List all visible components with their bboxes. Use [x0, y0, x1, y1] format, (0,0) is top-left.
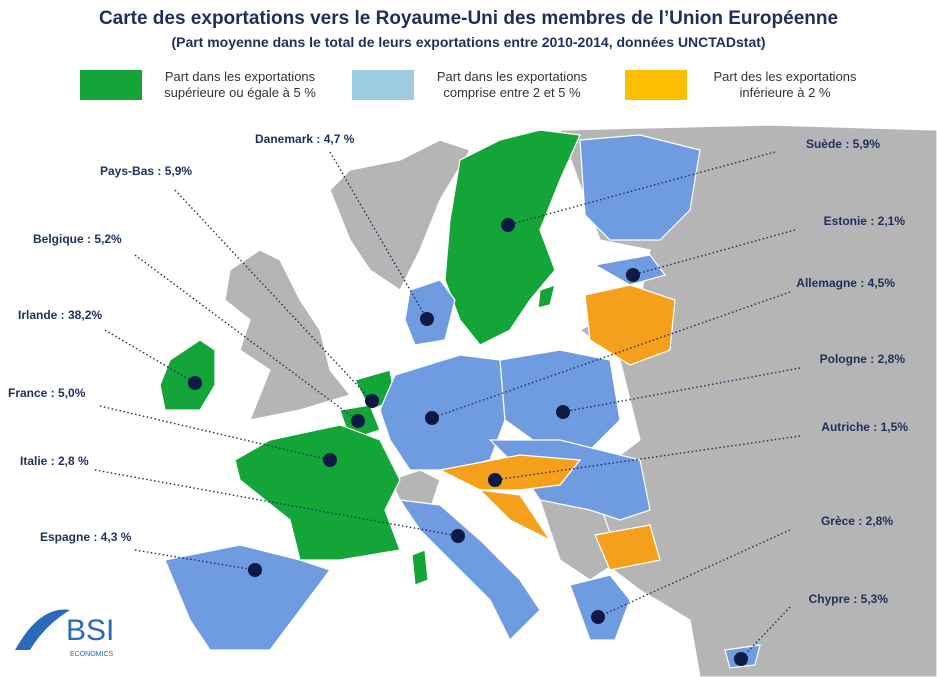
leader-line: [134, 549, 256, 571]
germany: [379, 354, 506, 471]
country-label: Italie : 2,8 %: [20, 454, 89, 468]
country-label: Pologne : 2,8%: [820, 352, 906, 366]
spain: [164, 544, 331, 651]
title: Carte des exportations vers le Royaume-U…: [98, 8, 839, 29]
country-label: Chypre : 5,3%: [809, 592, 889, 606]
leader-line: [94, 469, 459, 537]
legend-swatch: [352, 70, 414, 100]
country-label: Pays-Bas : 5,9%: [100, 164, 192, 178]
croatia: [478, 489, 552, 542]
country-label: Estonie : 2,1%: [824, 214, 906, 228]
land: [159, 124, 937, 677]
country-dot: [501, 218, 515, 232]
italy: [398, 499, 541, 642]
country-dot: [351, 414, 365, 428]
country-label: Autriche : 1,5%: [821, 420, 908, 434]
country-dot: [365, 394, 379, 408]
france: [234, 424, 401, 561]
country-dot: [734, 652, 748, 666]
ireland: [159, 339, 216, 411]
leader-line: [99, 405, 331, 461]
greece: [569, 574, 631, 641]
labels: Danemark : 4,7 % Pays-Bas : 5,9% Belgique …: [8, 132, 908, 666]
legend-label: Part dans les exportations supérieure ou…: [164, 69, 316, 100]
logo-mark: [15, 609, 70, 650]
leader-line: [174, 189, 373, 402]
denmark: [404, 279, 456, 346]
country-dot: [488, 473, 502, 487]
subtitle: (Part moyenne dans le total de leurs exp…: [171, 34, 766, 50]
leader-line: [431, 291, 791, 419]
country-dot: [626, 268, 640, 282]
country-label: Suède : 5,9%: [806, 137, 880, 151]
country-label: Danemark : 4,7 %: [255, 132, 355, 146]
country-label: Allemagne : 4,5%: [796, 276, 895, 290]
legend-item: Part des les exportations inférieure à 2…: [625, 68, 875, 102]
country-label: Irlande : 38,2%: [18, 308, 102, 322]
logo-name: BSI: [66, 614, 114, 647]
country-dot: [556, 405, 570, 419]
corsica: [411, 549, 429, 586]
leader-line: [632, 229, 796, 276]
norway: [329, 139, 471, 291]
country-label: France : 5,0%: [8, 386, 86, 400]
finland: [579, 134, 701, 241]
poland: [499, 349, 621, 451]
country-label: Grèce : 2,8%: [821, 514, 893, 528]
leader-line: [494, 435, 801, 481]
leader-line: [562, 367, 801, 413]
uk: [224, 249, 352, 421]
baltics: [584, 284, 676, 366]
country-dot: [420, 312, 434, 326]
legend-swatch: [625, 70, 687, 100]
legend-label: Part des les exportations inférieure à 2…: [713, 69, 857, 100]
country-dot: [591, 610, 605, 624]
legend-label: Part dans les exportations comprise entr…: [436, 69, 588, 100]
country-dot: [451, 529, 465, 543]
leader-line: [104, 329, 196, 384]
sweden: [444, 129, 581, 346]
legend-item: Part dans les exportations supérieure ou…: [80, 68, 330, 102]
country-label: Espagne : 4,3 %: [40, 530, 132, 544]
country-dot: [248, 563, 262, 577]
logo-tagline: ECONOMICS: [70, 651, 114, 658]
country-dot: [188, 376, 202, 390]
legend-swatch: [80, 70, 142, 100]
logo: BSI ECONOMICS: [15, 609, 114, 658]
country-dot: [323, 453, 337, 467]
gotland: [537, 284, 556, 309]
legend-item: Part dans les exportations comprise entr…: [352, 68, 602, 102]
leader-line: [597, 529, 791, 618]
bulgaria: [594, 524, 661, 571]
leader-line: [329, 151, 428, 320]
country-dot: [425, 411, 439, 425]
country-label: Belgique : 5,2%: [33, 232, 122, 246]
